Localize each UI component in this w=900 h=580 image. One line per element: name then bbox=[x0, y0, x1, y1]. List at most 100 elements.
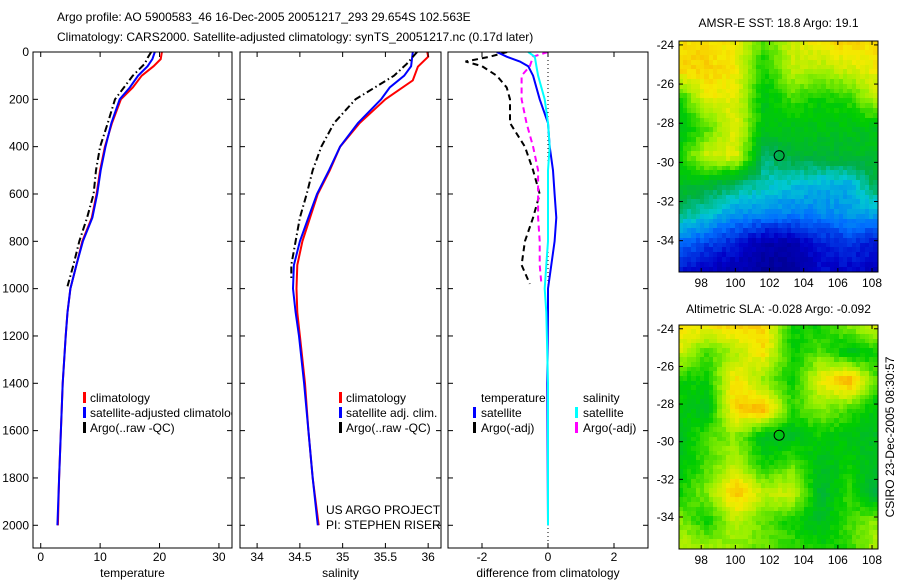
x-tick-label: 35.5 bbox=[374, 550, 398, 564]
sla-map-frame bbox=[678, 324, 879, 550]
temperature-plot-frame bbox=[32, 51, 233, 549]
salinity-series-climatology bbox=[295, 52, 430, 526]
lat-tick-label: -26 bbox=[657, 359, 675, 373]
temperature-series-satellite-adjusted-climatology bbox=[56, 52, 156, 526]
lon-tick-label: 98 bbox=[695, 553, 709, 567]
lat-tick-label: -34 bbox=[657, 510, 675, 524]
y-tick-label: 1600 bbox=[2, 424, 29, 438]
lon-tick-label: 106 bbox=[828, 276, 848, 290]
title-line-2: Climatology: CARS2000. Satellite-adjuste… bbox=[57, 30, 533, 44]
legend-label: climatology bbox=[346, 391, 406, 405]
lon-tick-label: 104 bbox=[794, 553, 814, 567]
lon-tick-label: 98 bbox=[695, 276, 709, 290]
lat-tick-label: -24 bbox=[657, 322, 675, 336]
legend-swatch bbox=[83, 407, 86, 418]
title-line-1: Argo profile: AO 5900583_46 16-Dec-2005 … bbox=[57, 10, 471, 24]
lon-tick-label: 108 bbox=[862, 276, 882, 290]
argo-location-marker bbox=[773, 429, 785, 441]
y-tick-label: 200 bbox=[9, 92, 29, 106]
lon-tick-label: 106 bbox=[828, 553, 848, 567]
y-tick-label: 600 bbox=[9, 187, 29, 201]
legend-label: Argo(-adj) bbox=[583, 421, 636, 435]
lon-tick-label: 104 bbox=[794, 276, 814, 290]
sla-map-axes: Altimetric SLA: -0.028 Argo: -0.092 98 100… bbox=[657, 302, 883, 567]
legend-label: satellite bbox=[583, 406, 624, 420]
lat-tick-label: -26 bbox=[657, 77, 675, 91]
y-tick-label: 1000 bbox=[2, 282, 29, 296]
difference-series-salinity-satellite bbox=[527, 52, 551, 526]
y-tick-label: 400 bbox=[9, 140, 29, 154]
x-tick-label: 34.5 bbox=[288, 550, 312, 564]
temperature-series-argo-raw-qc bbox=[66, 52, 153, 287]
sst-map-image bbox=[679, 41, 878, 272]
legend-swatch bbox=[339, 407, 342, 418]
legend-header: temperature bbox=[481, 391, 546, 405]
difference-series-temperature-argo-adj bbox=[465, 52, 541, 285]
lat-tick-label: -24 bbox=[657, 38, 675, 52]
y-tick-label: 800 bbox=[9, 234, 29, 248]
lat-tick-label: -32 bbox=[657, 195, 675, 209]
sst-map-title: AMSR-E SST: 18.8 Argo: 19.1 bbox=[698, 16, 858, 30]
x-tick-label: 0 bbox=[545, 550, 552, 564]
legend-swatch bbox=[473, 407, 476, 418]
argo-location-marker bbox=[773, 150, 785, 162]
salinity-axes: 34 34.5 35 35.5 36 salinity climatologysatelli… bbox=[239, 51, 442, 580]
lon-tick-label: 100 bbox=[725, 276, 745, 290]
legend-swatch bbox=[339, 392, 342, 403]
x-tick-label: 20 bbox=[153, 550, 167, 564]
y-tick-label: 1200 bbox=[2, 329, 29, 343]
legend-label: satellite-adjusted climatology bbox=[90, 406, 243, 420]
y-tick-label: 2000 bbox=[2, 518, 29, 532]
legend-swatch bbox=[83, 422, 86, 433]
sla-map-image bbox=[679, 325, 878, 549]
salinity-series-argo-raw-qc bbox=[290, 52, 418, 280]
legend-label: satellite bbox=[481, 406, 522, 420]
legend-label: climatology bbox=[90, 391, 150, 405]
lat-tick-label: -34 bbox=[657, 234, 675, 248]
lat-tick-label: -28 bbox=[657, 116, 675, 130]
lat-tick-label: -30 bbox=[657, 155, 675, 169]
legend-swatch bbox=[575, 407, 578, 418]
csiro-stamp: CSIRO 23-Dec-2005 08:30:57 bbox=[883, 356, 897, 517]
y-tick-label: 1400 bbox=[2, 376, 29, 390]
legend-swatch bbox=[473, 422, 476, 433]
legend-label: satellite adj. clim. bbox=[346, 406, 437, 420]
legend-label: Argo(-adj) bbox=[481, 421, 534, 435]
salinity-x-axis-label: salinity bbox=[322, 566, 359, 580]
lon-tick-label: 108 bbox=[862, 553, 882, 567]
sst-map-frame bbox=[678, 40, 879, 273]
lon-tick-label: 100 bbox=[725, 553, 745, 567]
lat-tick-label: -28 bbox=[657, 397, 675, 411]
y-tick-label: 0 bbox=[22, 45, 29, 59]
x-tick-label: -2 bbox=[477, 550, 488, 564]
difference-axes: -2 0 2 difference from climatology temperatu… bbox=[447, 51, 649, 580]
lat-tick-label: -30 bbox=[657, 435, 675, 449]
x-tick-label: 10 bbox=[93, 550, 107, 564]
temperature-x-axis-label: temperature bbox=[100, 566, 165, 580]
legend-header: salinity bbox=[583, 391, 620, 405]
lon-tick-label: 102 bbox=[760, 553, 780, 567]
x-tick-label: 0 bbox=[37, 550, 44, 564]
legend-label: Argo(..raw -QC) bbox=[90, 421, 175, 435]
x-tick-label: 35 bbox=[336, 550, 350, 564]
legend-swatch bbox=[575, 422, 578, 433]
sst-map-axes: AMSR-E SST: 18.8 Argo: 19.1 98 100 102 104 10… bbox=[657, 16, 883, 290]
temperature-axes: 0 10 20 30 0 200 400 600 800 1000 1200 1400 1600 1800… bbox=[2, 45, 243, 580]
project-annotation: US ARGO PROJECT bbox=[326, 503, 441, 517]
x-tick-label: 34 bbox=[250, 550, 264, 564]
difference-legend: temperaturesatelliteArgo(-adj)salinitysa… bbox=[473, 391, 636, 435]
difference-series-salinity-argo-adj bbox=[520, 52, 549, 284]
legend-swatch bbox=[339, 422, 342, 433]
temperature-series-climatology bbox=[56, 52, 163, 526]
lat-tick-label: -32 bbox=[657, 472, 675, 486]
legend-label: Argo(..raw -QC) bbox=[346, 421, 431, 435]
lon-tick-label: 102 bbox=[760, 276, 780, 290]
project-annotation: PI: STEPHEN RISER bbox=[326, 518, 441, 532]
x-tick-label: 30 bbox=[212, 550, 226, 564]
difference-series-temperature-satellite bbox=[496, 52, 558, 526]
salinity-series-satellite-adj-clim bbox=[291, 52, 414, 526]
difference-x-axis-label: difference from climatology bbox=[476, 566, 619, 580]
